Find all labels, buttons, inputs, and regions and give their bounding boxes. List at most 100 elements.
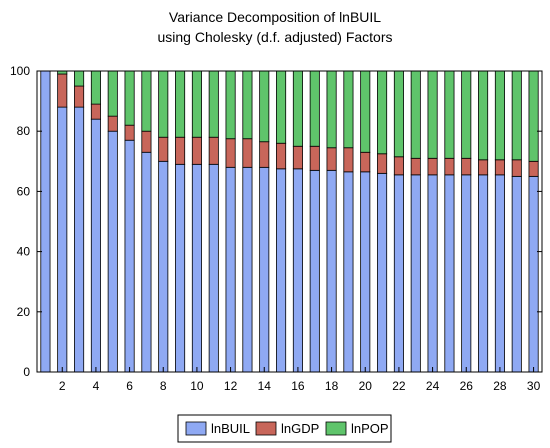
x-tick-label: 30: [527, 379, 541, 393]
x-tick-label: 26: [460, 379, 474, 393]
bar-lnGDP-18: [326, 147, 337, 171]
bar-lnGDP-25: [444, 157, 455, 176]
chart-title-line-2: using Cholesky (d.f. adjusted) Factors: [158, 29, 393, 45]
bar-lnGDP-27: [478, 159, 489, 176]
legend-label-lnPOP: lnPOP: [351, 421, 389, 436]
bar-lnBUIL-12: [225, 166, 236, 373]
bar-lnBUIL-21: [377, 172, 388, 373]
bar-lnBUIL-29: [511, 175, 522, 373]
legend-swatch-lnGDP: [255, 421, 277, 436]
bar-lnBUIL-3: [74, 106, 85, 373]
bar-lnPOP-5: [107, 70, 118, 117]
bar-lnGDP-7: [141, 130, 152, 153]
bar-lnBUIL-18: [326, 169, 337, 373]
bar-lnBUIL-13: [242, 166, 253, 373]
bar-lnGDP-22: [393, 156, 404, 176]
bar-lnPOP-9: [175, 70, 186, 138]
bar-lnBUIL-23: [410, 174, 421, 373]
bar-lnGDP-30: [528, 160, 539, 177]
bar-lnPOP-3: [74, 70, 85, 87]
x-tick-label: 12: [224, 379, 238, 393]
bar-lnPOP-25: [444, 70, 455, 159]
legend-box: [177, 414, 392, 443]
bar-lnBUIL-22: [393, 174, 404, 373]
bar-lnPOP-22: [393, 70, 404, 158]
bar-lnBUIL-25: [444, 174, 455, 373]
y-tick-label: 20: [17, 305, 31, 319]
legend-label-lnBUIL: lnBUIL: [211, 421, 250, 436]
bar-lnBUIL-15: [276, 168, 287, 373]
x-tick-label: 14: [258, 379, 272, 393]
x-tick-label: 22: [392, 379, 406, 393]
bar-lnPOP-29: [511, 70, 522, 161]
bar-lnPOP-24: [427, 70, 438, 159]
y-axis: 0 20 40 60 80 100: [10, 64, 542, 379]
bar-lnBUIL-17: [309, 169, 320, 373]
x-tick-label: 16: [291, 379, 305, 393]
bar-group: [40, 70, 539, 373]
bar-lnPOP-8: [158, 70, 169, 138]
plot-frame: [36, 70, 543, 373]
x-tick-label: 20: [359, 379, 373, 393]
bar-lnPOP-15: [276, 70, 287, 144]
bar-lnGDP-26: [461, 157, 472, 176]
bar-lnBUIL-4: [90, 118, 101, 373]
bar-lnGDP-2: [57, 73, 68, 108]
x-tick-label: 6: [126, 379, 133, 393]
bar-lnPOP-27: [478, 70, 489, 161]
bar-lnGDP-12: [225, 138, 236, 168]
bar-lnGDP-16: [292, 145, 303, 170]
bar-lnBUIL-26: [461, 174, 472, 373]
bar-lnPOP-14: [259, 70, 270, 143]
bar-lnGDP-13: [242, 138, 253, 168]
x-tick-label: 2: [59, 379, 66, 393]
bar-lnBUIL-19: [343, 171, 354, 373]
x-tick-label: 10: [190, 379, 204, 393]
bar-lnBUIL-10: [191, 163, 202, 373]
y-tick-label: 80: [17, 124, 31, 138]
bar-lnPOP-23: [410, 70, 421, 159]
bar-lnPOP-12: [225, 70, 236, 140]
bar-lnPOP-21: [377, 70, 388, 155]
bar-lnPOP-26: [461, 70, 472, 159]
bar-lnPOP-13: [242, 70, 253, 140]
bar-lnPOP-17: [309, 70, 320, 147]
bar-lnGDP-5: [107, 115, 118, 132]
bar-lnPOP-6: [124, 70, 135, 126]
bar-lnGDP-4: [90, 103, 101, 120]
bar-lnBUIL-11: [208, 163, 219, 373]
bar-lnPOP-30: [528, 70, 539, 162]
bar-lnGDP-21: [377, 153, 388, 174]
bar-lnBUIL-6: [124, 139, 135, 373]
bar-lnPOP-20: [360, 70, 371, 153]
bar-lnGDP-29: [511, 159, 522, 177]
bar-lnGDP-6: [124, 124, 135, 141]
bar-lnBUIL-20: [360, 171, 371, 373]
y-tick-label: 40: [17, 245, 31, 259]
bar-lnGDP-3: [74, 85, 85, 108]
legend-swatch-lnPOP: [325, 421, 347, 436]
bar-lnBUIL-16: [292, 168, 303, 373]
bar-lnPOP-28: [494, 70, 505, 161]
bar-lnGDP-10: [191, 136, 202, 165]
bar-lnBUIL-9: [175, 163, 186, 373]
bar-lnGDP-15: [276, 142, 287, 170]
x-tick-label: 8: [160, 379, 167, 393]
bar-lnBUIL-5: [107, 130, 118, 373]
y-tick-label: 0: [23, 365, 30, 379]
bar-lnGDP-19: [343, 147, 354, 173]
x-tick-label: 24: [426, 379, 440, 393]
bar-lnGDP-11: [208, 136, 219, 165]
bar-lnBUIL-7: [141, 151, 152, 373]
bar-lnPOP-4: [90, 70, 101, 105]
bar-lnPOP-18: [326, 70, 337, 149]
bar-lnPOP-7: [141, 70, 152, 132]
y-tick-label: 60: [17, 184, 31, 198]
legend: lnBUIL lnGDP lnPOP: [185, 421, 389, 436]
bar-lnGDP-24: [427, 157, 438, 176]
x-axis: 2 4 6 8 10 12 14 16 18 20 22 24 26 28 30: [59, 367, 541, 393]
bar-lnGDP-9: [175, 136, 186, 165]
x-tick-label: 4: [93, 379, 100, 393]
bar-lnPOP-10: [191, 70, 202, 138]
